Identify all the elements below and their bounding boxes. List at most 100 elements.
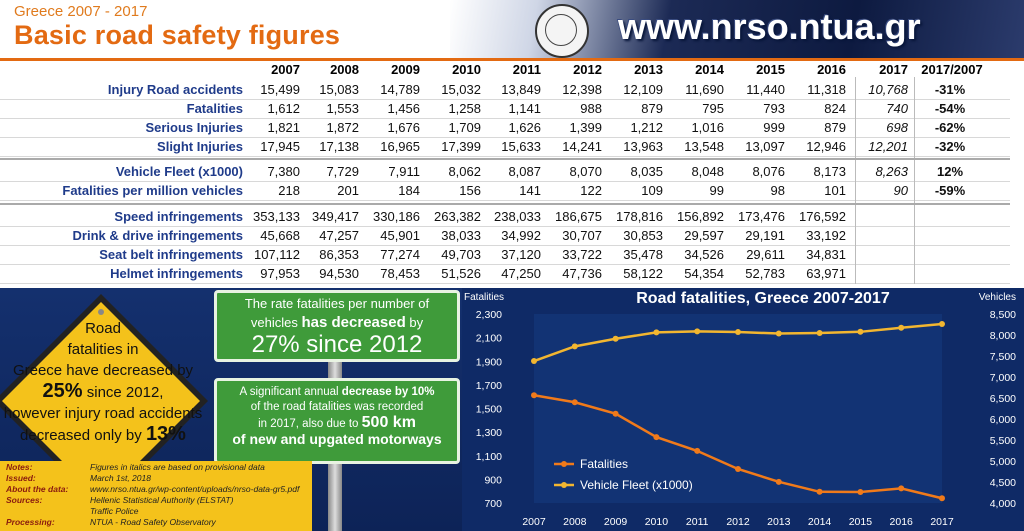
table-cell: 17,945 [260, 139, 300, 154]
right-tick-label: 8,000 [990, 330, 1016, 342]
table-cell: 86,353 [319, 247, 359, 262]
data-point [653, 434, 660, 441]
annual-b: decrease by 10% [341, 386, 435, 398]
table-cell: 15,633 [501, 139, 541, 154]
notes-box: Notes: Figures in italics are based on pr… [0, 461, 312, 531]
table-cell: 8,173 [813, 164, 846, 179]
website-url[interactable]: www.nrso.ntua.gr [618, 6, 921, 47]
annual-e: 500 km [361, 414, 416, 431]
table-cell: 186,675 [555, 209, 602, 224]
x-tick-label: 2016 [890, 516, 914, 528]
data-point [775, 478, 782, 485]
note-value[interactable]: www.nrso.ntua.gr/wp-content/uploads/nrso… [90, 484, 300, 494]
section-divider [0, 158, 1010, 160]
table-cell: 30,707 [562, 228, 602, 243]
data-point [775, 330, 782, 337]
note-label: Processing: [6, 517, 55, 527]
column-header: 2010 [452, 62, 481, 77]
table-cell: 12,946 [806, 139, 846, 154]
table-row: Fatalities per million vehicles 218 201 184… [0, 181, 1010, 201]
table-cell: 156,892 [677, 209, 724, 224]
table-cell: 13,849 [501, 82, 541, 97]
table-cell: 54,354 [684, 266, 724, 281]
table-cell: 98 [770, 183, 785, 198]
table-cell: 12,398 [562, 82, 602, 97]
warning-sign-icon [0, 294, 208, 508]
table-cell: 47,250 [501, 266, 541, 281]
rate-decrease-sign: The rate fatalities per number of vehicl… [214, 290, 460, 362]
change-cell: -59% [934, 183, 966, 198]
table-cell: 58,122 [623, 266, 663, 281]
table-cell: 10,768 [868, 82, 908, 97]
x-tick-label: 2015 [849, 516, 873, 528]
x-tick-label: 2008 [563, 516, 587, 528]
table-cell: 90 [893, 183, 908, 198]
sign-message: Road fatalities in Greece have decreased… [0, 318, 206, 446]
table-cell: 15,083 [319, 82, 359, 97]
table-cell: 37,120 [501, 247, 541, 262]
column-header: 2011 [512, 62, 541, 77]
note-value: Traffic Police [90, 506, 139, 516]
data-point [857, 489, 864, 496]
data-point [653, 329, 660, 336]
table-cell: 330,186 [373, 209, 420, 224]
data-point [735, 329, 741, 336]
note-label: Sources: [6, 495, 43, 505]
table-row: Slight Injuries 17,945 17,138 16,965 17,399 1… [0, 137, 1010, 157]
table-cell: 17,399 [441, 139, 481, 154]
note-value: March 1st, 2018 [90, 473, 151, 483]
table-cell: 15,499 [260, 82, 300, 97]
chart-svg: Road fatalities, Greece 2007-2017 Fatalit… [462, 288, 1024, 531]
table-cell: 879 [824, 120, 846, 135]
column-header: 2007 [271, 62, 300, 77]
table-cell: 795 [702, 101, 724, 116]
right-tick-label: 6,000 [990, 414, 1016, 426]
table-cell: 1,258 [448, 101, 481, 116]
left-tick-label: 1,900 [476, 356, 502, 368]
left-tick-label: 1,500 [476, 404, 502, 416]
column-divider [914, 77, 915, 284]
table-cell: 47,736 [562, 266, 602, 281]
data-point [531, 392, 537, 399]
row-label: Serious Injuries [145, 120, 243, 135]
legend-entry: Fatalities [580, 457, 628, 471]
sign-pct-1: 25% [42, 380, 83, 402]
x-tick-label: 2012 [726, 516, 750, 528]
left-axis-label: Fatalities [464, 292, 504, 303]
column-divider [855, 77, 856, 284]
table-cell: 988 [580, 101, 602, 116]
legend-marker [561, 482, 567, 488]
table-cell: 101 [824, 183, 846, 198]
data-point [939, 320, 945, 327]
table-cell: 184 [398, 183, 420, 198]
x-tick-label: 2014 [808, 516, 832, 528]
table-cell: 879 [641, 101, 663, 116]
right-tick-label: 8,500 [990, 309, 1016, 321]
change-cell: -62% [934, 120, 966, 135]
table-cell: 7,911 [388, 164, 420, 179]
rate-line-1a: The rate fatalities per number of [244, 296, 430, 311]
table-cell: 77,274 [380, 247, 420, 262]
table-cell: 8,076 [752, 164, 785, 179]
data-point [898, 485, 905, 492]
left-tick-label: 1,100 [476, 451, 502, 463]
table-cell: 793 [763, 101, 785, 116]
note-label: About the data: [6, 484, 69, 494]
table-cell: 1,821 [267, 120, 300, 135]
data-point [816, 329, 823, 336]
x-tick-label: 2013 [767, 516, 791, 528]
header-divider [0, 58, 1024, 61]
table-cell: 1,456 [387, 101, 420, 116]
table-cell: 97,953 [260, 266, 300, 281]
table-cell: 17,138 [319, 139, 359, 154]
row-label: Drink & drive infringements [72, 228, 243, 243]
data-point [694, 328, 701, 335]
table-cell: 1,141 [508, 101, 541, 116]
sign-line-2: fatalities in [67, 341, 139, 358]
table-cell: 1,709 [448, 120, 481, 135]
right-tick-label: 7,000 [990, 372, 1016, 384]
table-cell: 11,690 [685, 82, 724, 97]
header-title: Basic road safety figures [14, 20, 341, 50]
annual-f: of new and upgated motorways [232, 431, 442, 447]
table-cell: 78,453 [380, 266, 420, 281]
